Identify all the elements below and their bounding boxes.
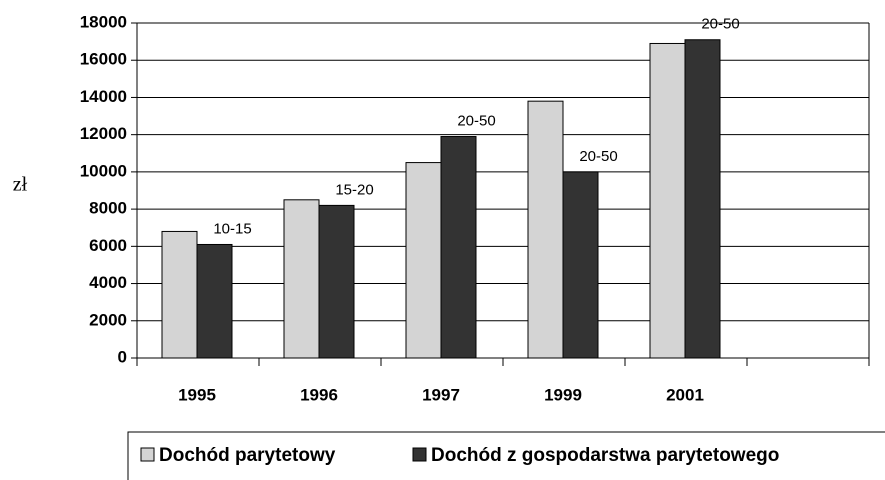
bar xyxy=(196,243,233,359)
bar xyxy=(283,199,320,359)
bar-annotation: 20-50 xyxy=(579,148,617,165)
legend-swatch xyxy=(140,447,155,462)
x-tick-label: 1996 xyxy=(300,385,338,404)
x-tick-label: 1997 xyxy=(422,385,460,404)
y-tick-label: 8000 xyxy=(89,199,127,218)
y-tick-label: 10000 xyxy=(80,161,127,180)
bar xyxy=(161,230,198,359)
bar-annotation: 20-50 xyxy=(457,112,495,129)
bar-annotation: 15-20 xyxy=(335,181,373,198)
bar xyxy=(562,171,599,359)
y-tick-label: 18000 xyxy=(80,12,127,31)
y-tick-label: 6000 xyxy=(89,236,127,255)
y-tick-label: 2000 xyxy=(89,310,127,329)
bar xyxy=(684,39,721,359)
legend-box xyxy=(127,431,885,480)
legend-swatch xyxy=(412,447,427,462)
y-tick-label: 16000 xyxy=(80,50,127,69)
y-tick-label: 14000 xyxy=(80,87,127,106)
y-tick-label: 12000 xyxy=(80,124,127,143)
x-tick-label: 1999 xyxy=(544,385,582,404)
bar xyxy=(405,162,442,359)
bar xyxy=(527,100,564,359)
legend-label: Dochód z gospodarstwa parytetowego xyxy=(431,445,779,466)
bar-annotation: 20-50 xyxy=(701,16,739,33)
bar-annotation: 10-15 xyxy=(213,220,251,237)
legend-label: Dochód parytetowy xyxy=(159,445,336,466)
bar xyxy=(440,136,477,359)
y-tick-label: 0 xyxy=(118,347,127,366)
x-tick-label: 2001 xyxy=(666,385,704,404)
bar xyxy=(649,42,686,359)
x-tick-label: 1995 xyxy=(178,385,216,404)
y-tick-label: 4000 xyxy=(89,273,127,292)
bar xyxy=(318,204,355,359)
y-axis-label: zł xyxy=(13,174,28,196)
